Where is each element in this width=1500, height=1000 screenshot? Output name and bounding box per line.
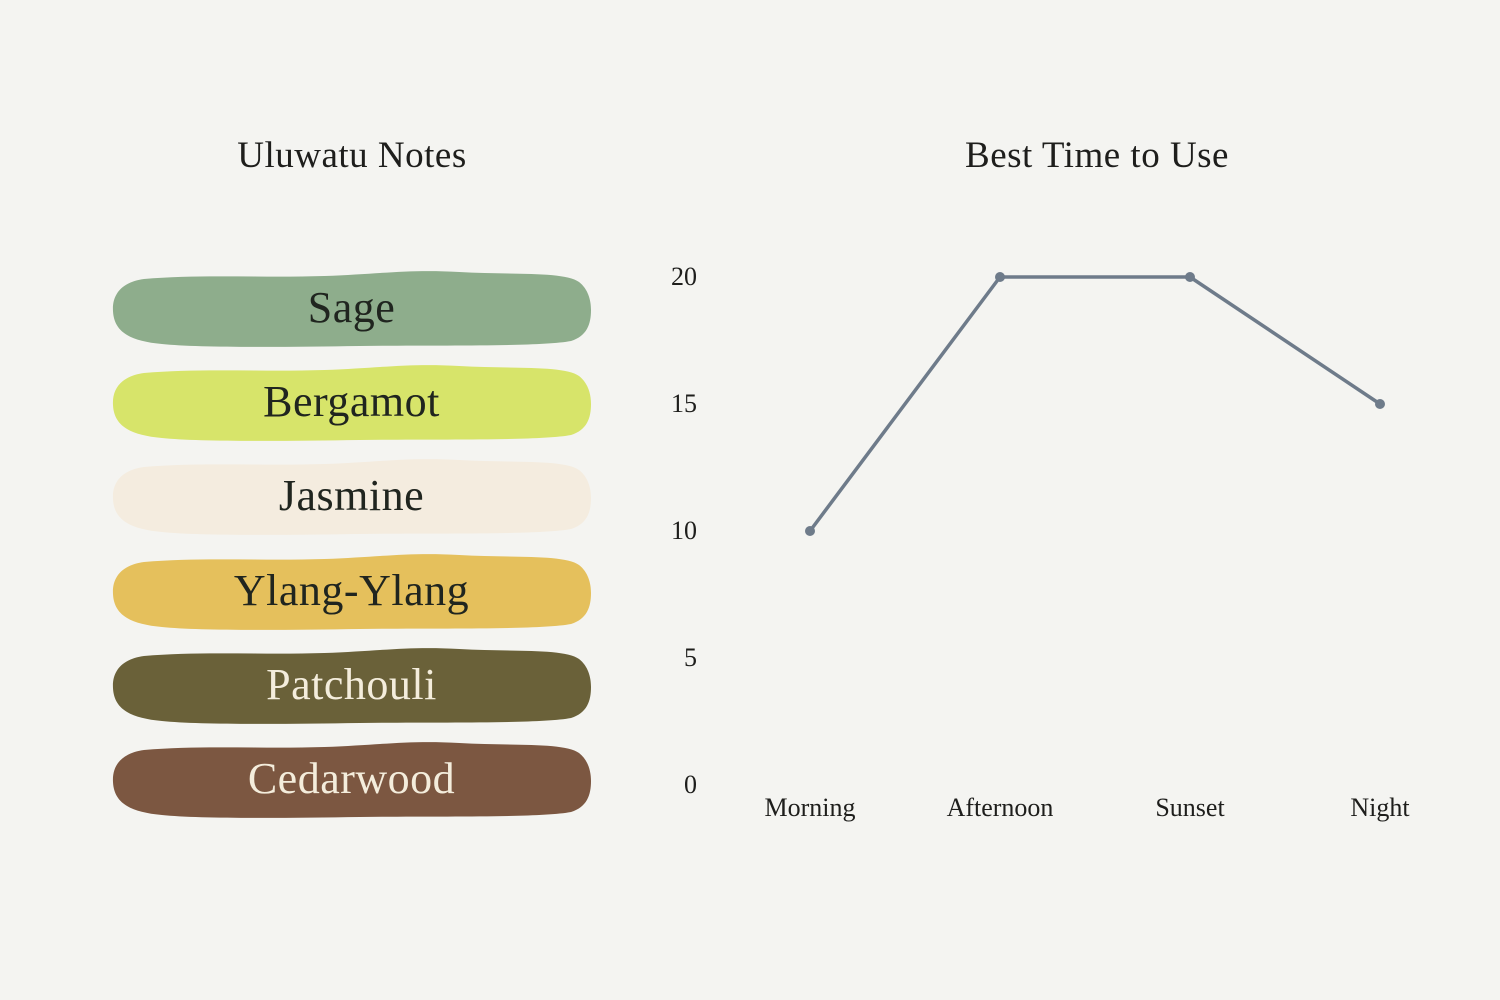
- note-pill-sage: Sage: [110, 266, 593, 348]
- x-axis-label-night: Night: [1350, 793, 1410, 822]
- chart-point-morning: [805, 526, 815, 536]
- note-pill-ylang-ylang: Ylang-Ylang: [110, 549, 593, 631]
- pill-blob-shape: [112, 554, 592, 630]
- note-pill-label: Patchouli: [266, 660, 437, 709]
- pill-blob-shape: [112, 459, 592, 535]
- pill-blob-shape: [112, 648, 592, 724]
- note-pill-label: Cedarwood: [247, 754, 456, 803]
- x-axis-label-sunset: Sunset: [1155, 793, 1225, 822]
- chart-line: [808, 275, 1382, 533]
- note-pill-label: Jasmine: [278, 471, 425, 520]
- chart-point-afternoon: [995, 272, 1005, 282]
- pill-blob-shape: [112, 271, 592, 347]
- chart-point-night: [1375, 399, 1385, 409]
- note-pill-label: Bergamot: [263, 377, 440, 426]
- y-axis-tick-0: 0: [684, 770, 697, 799]
- y-axis-tick-20: 20: [671, 262, 697, 291]
- pill-blob-shape: [112, 365, 592, 441]
- note-pill-label: Sage: [307, 283, 396, 332]
- pill-blob-shape: [112, 742, 592, 818]
- note-pill-patchouli: Patchouli: [110, 643, 593, 725]
- note-pill-label: Ylang-Ylang: [233, 566, 470, 615]
- note-pill-bergamot: Bergamot: [110, 360, 593, 442]
- y-axis-tick-5: 5: [684, 643, 697, 672]
- x-axis-label-morning: Morning: [764, 793, 856, 822]
- y-axis-tick-10: 10: [671, 516, 697, 545]
- chart-point-sunset: [1185, 272, 1195, 282]
- y-axis-tick-15: 15: [671, 389, 697, 418]
- chart-title: Best Time to Use: [965, 135, 1229, 176]
- line-chart-svg: [805, 272, 1385, 536]
- note-pill-cedarwood: Cedarwood: [110, 737, 593, 819]
- x-axis-label-afternoon: Afternoon: [946, 793, 1054, 822]
- note-pill-jasmine: Jasmine: [110, 454, 593, 536]
- notes-title: Uluwatu Notes: [237, 135, 467, 176]
